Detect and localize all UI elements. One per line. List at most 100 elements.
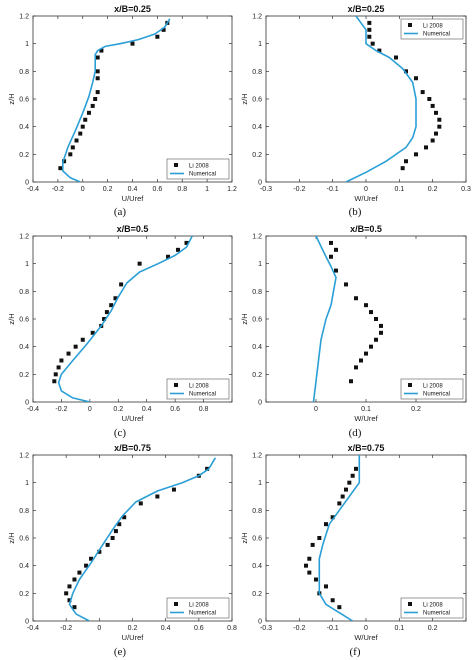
data-point-li2008: [97, 549, 102, 554]
data-point-li2008: [379, 323, 383, 328]
data-point-li2008: [73, 344, 78, 349]
legend: Li 2008 Numerical: [400, 378, 464, 400]
x-tick-label: 0.2: [428, 625, 438, 632]
data-point-li2008: [317, 536, 322, 540]
series-line-numerical: [312, 236, 337, 402]
x-axis-label: W/Uref: [354, 633, 378, 642]
data-point-li2008: [430, 138, 435, 143]
y-tick-label: 0.8: [19, 508, 29, 515]
data-point-li2008: [354, 296, 358, 301]
data-point-li2008: [379, 330, 383, 335]
x-tick-label: -0.3: [260, 625, 272, 632]
y-tick-label: 0.8: [19, 289, 29, 296]
chart-panel-b: x/B=0.25 -0.3 -0.2 -0.1 0 0.1 0.2 0.3 0 0.2 0.4 0.6…: [240, 4, 471, 218]
x-tick-label: 0.1: [394, 625, 404, 632]
y-tick-label: 1: [258, 480, 262, 487]
data-point-li2008: [130, 41, 135, 46]
panel-caption: (d): [349, 427, 362, 439]
y-tick-label: 0.2: [252, 372, 262, 379]
legend-label-numerical: Numerical: [423, 32, 450, 38]
legend-label-li2008: Li 2008: [189, 603, 209, 609]
chart-title: x/B=0.5: [117, 224, 149, 234]
data-point-li2008: [58, 166, 63, 171]
x-tick-label: 0.2: [113, 406, 123, 413]
data-point-li2008: [427, 97, 432, 101]
x-axis-label: U/Uref: [122, 194, 145, 203]
chart-panel-c: x/B=0.5 -0.4 -0.2 0 0.2 0.4 0.6 0.8 0 0.2 0.4 0.6 0.…: [7, 224, 233, 439]
y-tick-label: 0: [25, 180, 29, 187]
x-tick-label: 0.2: [428, 186, 438, 193]
data-point-li2008: [329, 254, 333, 259]
data-point-li2008: [437, 124, 442, 129]
data-point-li2008: [324, 584, 328, 589]
data-point-li2008: [337, 605, 342, 610]
y-tick-label: 0.8: [252, 289, 262, 296]
y-tick-label: 1.2: [19, 453, 29, 460]
data-point-li2008: [161, 27, 166, 32]
data-point-li2008: [414, 152, 418, 157]
x-tick-label: 0.6: [194, 625, 204, 632]
y-tick-label: 0.4: [19, 124, 29, 131]
panel-caption: (c): [114, 427, 127, 439]
data-point-li2008: [340, 494, 345, 499]
plot-area: [32, 454, 233, 622]
data-point-li2008: [72, 605, 77, 610]
data-point-li2008: [64, 591, 69, 596]
series-line-numerical: [57, 236, 193, 402]
data-point-li2008: [354, 365, 358, 370]
legend-label-li2008: Li 2008: [423, 384, 443, 390]
series-line-numerical: [318, 455, 361, 621]
y-tick-label: 1: [25, 480, 29, 487]
x-tick-label: -0.2: [60, 625, 72, 632]
data-point-li2008: [102, 317, 107, 321]
x-axis-label: W/Uref: [354, 414, 378, 423]
data-point-li2008: [105, 542, 110, 547]
chart-title: x/B=0.75: [348, 443, 385, 453]
x-tick-label: 0.8: [177, 186, 187, 193]
data-point-li2008: [314, 577, 318, 582]
data-point-li2008: [93, 97, 98, 101]
x-tick-label: 0.2: [411, 406, 421, 413]
data-point-li2008: [350, 473, 355, 478]
data-point-li2008: [119, 282, 124, 287]
data-point-li2008: [437, 117, 442, 122]
x-tick-label: 0.1: [361, 406, 371, 413]
data-point-li2008: [95, 90, 100, 95]
y-tick-label: 0: [25, 400, 29, 407]
panel-caption: (a): [114, 206, 127, 218]
legend: Li 2008 Numerical: [166, 158, 230, 180]
x-axis-label: W/Uref: [354, 194, 378, 203]
legend: Li 2008 Numerical: [400, 18, 464, 40]
data-point-li2008: [367, 27, 372, 32]
legend: Li 2008 Numerical: [166, 597, 230, 619]
data-point-li2008: [205, 466, 210, 471]
data-point-li2008: [359, 358, 363, 363]
y-tick-label: 1.2: [252, 234, 262, 241]
x-tick-label: 0.6: [170, 406, 180, 413]
legend-marker-li2008: [408, 23, 412, 27]
x-tick-label: 0: [364, 625, 368, 632]
y-axis-label: z/H: [240, 532, 249, 543]
data-point-li2008: [310, 542, 315, 547]
data-point-li2008: [67, 584, 72, 589]
data-point-li2008: [344, 282, 348, 287]
data-point-li2008: [95, 69, 100, 74]
data-point-li2008: [424, 145, 428, 150]
chart-panel-a: x/B=0.25 -0.4 -0.2 0 0.2 0.4 0.6 0.8 1 1.2 0 0.2 0.4…: [7, 4, 237, 218]
legend-label-numerical: Numerical: [423, 611, 450, 617]
data-point-li2008: [90, 330, 95, 335]
x-tick-label: 1: [205, 186, 209, 193]
data-point-li2008: [394, 55, 398, 60]
x-tick-label: -0.2: [52, 186, 64, 193]
data-point-li2008: [155, 494, 160, 499]
y-tick-label: 0.2: [19, 372, 29, 379]
x-tick-label: -0.3: [260, 186, 272, 193]
y-tick-label: 1.2: [19, 14, 29, 21]
data-point-li2008: [70, 145, 75, 150]
data-point-li2008: [109, 303, 114, 308]
legend-marker-li2008: [174, 163, 178, 167]
legend-label-li2008: Li 2008: [423, 24, 443, 30]
data-point-li2008: [104, 310, 109, 315]
x-tick-label: -0.4: [27, 625, 39, 632]
x-tick-label: 0.3: [461, 186, 471, 193]
